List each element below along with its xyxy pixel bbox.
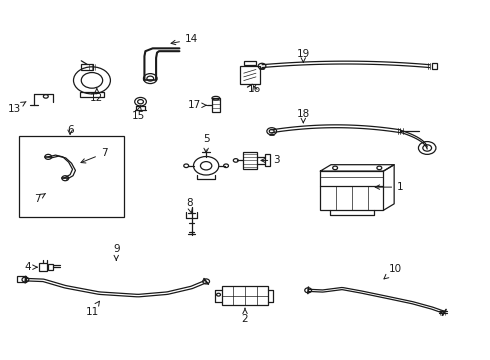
Text: 1: 1 bbox=[375, 182, 404, 192]
Bar bbox=[17, 276, 26, 282]
Text: 6: 6 bbox=[67, 125, 74, 135]
Text: 18: 18 bbox=[296, 109, 310, 123]
Bar bbox=[212, 98, 220, 112]
Bar bbox=[19, 135, 123, 217]
Bar bbox=[240, 66, 260, 84]
Bar bbox=[48, 265, 53, 270]
Text: 14: 14 bbox=[171, 35, 198, 45]
Bar bbox=[222, 286, 268, 305]
Text: 12: 12 bbox=[90, 87, 103, 103]
Bar bbox=[265, 154, 270, 166]
Text: 19: 19 bbox=[296, 49, 310, 62]
Text: 8: 8 bbox=[186, 198, 193, 213]
Text: 13: 13 bbox=[8, 102, 26, 114]
Bar bbox=[39, 263, 47, 271]
Bar bbox=[244, 61, 256, 65]
Bar bbox=[243, 152, 257, 169]
Bar bbox=[320, 171, 384, 210]
Text: 9: 9 bbox=[113, 244, 120, 260]
Text: 7: 7 bbox=[34, 193, 46, 204]
Bar bbox=[432, 63, 438, 69]
Text: 2: 2 bbox=[242, 308, 248, 324]
Bar bbox=[80, 93, 104, 97]
Text: 3: 3 bbox=[261, 156, 280, 166]
Text: 10: 10 bbox=[384, 264, 402, 279]
Text: 17: 17 bbox=[187, 100, 206, 110]
Text: 7: 7 bbox=[81, 148, 107, 163]
Bar bbox=[81, 64, 93, 70]
Text: 4: 4 bbox=[24, 262, 37, 272]
Text: 15: 15 bbox=[131, 105, 145, 121]
Text: 11: 11 bbox=[85, 301, 99, 317]
Text: 5: 5 bbox=[203, 134, 209, 153]
Text: 16: 16 bbox=[248, 84, 261, 94]
